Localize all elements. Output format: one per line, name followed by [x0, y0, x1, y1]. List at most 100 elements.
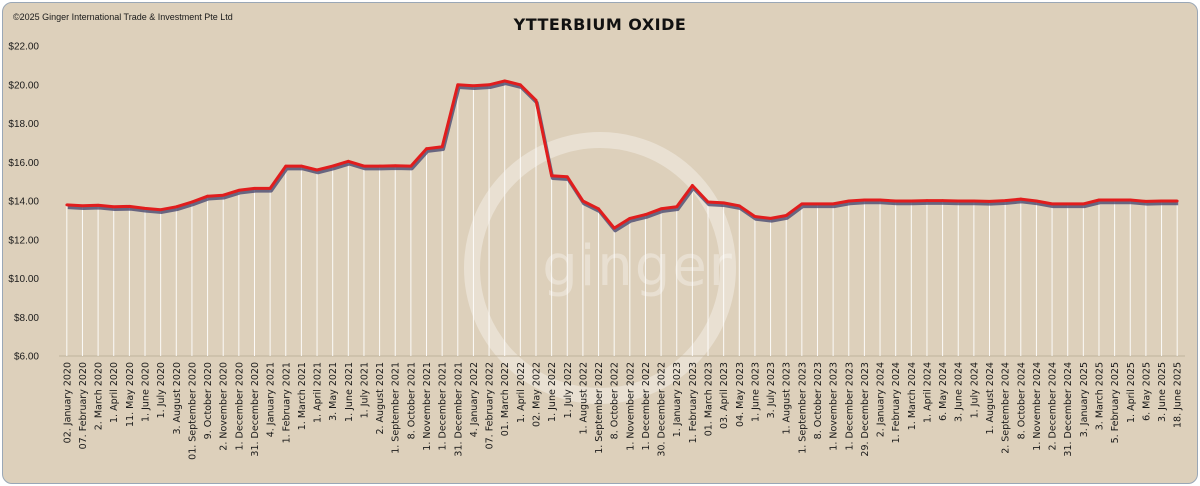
x-tick-label: 1. July 2020 [156, 362, 167, 418]
x-tick-label: 1. April 2021 [313, 362, 324, 423]
data-point [1019, 197, 1023, 201]
data-point [690, 184, 694, 187]
x-tick-label: 1. December 2023 [844, 362, 855, 451]
data-point [253, 187, 256, 190]
data-point [456, 83, 460, 87]
x-tick-label: 1. March 2024 [907, 362, 918, 430]
y-tick-label: $18.00 [8, 119, 39, 130]
data-point [206, 194, 209, 198]
data-point [612, 226, 616, 230]
data-point [268, 187, 272, 190]
x-tick-label: 01. March 2023 [704, 362, 715, 436]
data-point [409, 164, 413, 168]
data-point [878, 198, 882, 202]
x-tick-label: 3. July 2023 [766, 362, 777, 418]
x-tick-label: 1. December 2021 [438, 362, 449, 451]
x-tick-label: 03. April 2023 [719, 362, 730, 429]
y-tick-label: $16.00 [8, 158, 39, 169]
data-point [1113, 198, 1117, 202]
x-tick-label: 1. August 2023 [782, 362, 793, 435]
x-tick-label: 3. March 2025 [1094, 362, 1105, 430]
x-tick-label: 1. November 2024 [1032, 362, 1043, 451]
x-tick-label: 3. January 2025 [1079, 362, 1090, 437]
y-tick-label: $6.00 [14, 352, 39, 363]
data-point [581, 199, 585, 203]
x-tick-label: 8. October 2024 [1016, 362, 1027, 439]
x-tick-label: 31. December 2021 [453, 362, 464, 457]
x-tick-label: 2. August 2021 [375, 362, 386, 435]
data-point [1160, 199, 1163, 203]
data-point [675, 205, 679, 209]
chart-title: YTTERBIUM OXIDE [513, 15, 687, 34]
x-tick-label: 3. June 2025 [1157, 362, 1168, 422]
x-tick-label: 1. August 2024 [985, 362, 996, 435]
data-point [112, 205, 116, 209]
x-tick-label: 1. November 2022 [625, 362, 636, 451]
x-tick-label: 1. April 2022 [516, 362, 527, 423]
data-point [565, 175, 569, 179]
data-point [300, 164, 303, 168]
data-point [784, 214, 788, 217]
data-point [472, 84, 475, 88]
data-point [1003, 199, 1007, 203]
x-tick-label: 3. August 2020 [172, 362, 183, 435]
x-tick-label: 02. May 2022 [531, 362, 542, 427]
x-tick-label: 04. May 2023 [735, 362, 746, 427]
data-point [393, 164, 397, 168]
x-tick-label: 02. January 2020 [62, 362, 73, 443]
x-tick-label: 1. July 2024 [969, 362, 980, 418]
data-point [362, 164, 366, 168]
x-tick-label: 1. April 2024 [922, 362, 933, 423]
data-point [315, 168, 319, 172]
data-point [487, 83, 491, 87]
drop-lines [66, 80, 1178, 356]
data-point [378, 164, 381, 168]
x-tick-label: 3. May 2021 [328, 362, 339, 421]
data-point [988, 199, 991, 203]
x-tick-label: 1. July 2021 [359, 362, 370, 418]
data-point [816, 202, 819, 206]
data-point [659, 207, 663, 211]
data-point [143, 206, 147, 210]
x-tick-label: 1. September 2023 [797, 362, 808, 454]
data-point [1097, 198, 1101, 202]
watermark-ring [464, 132, 736, 404]
line-chart: ginger $6.00 $8.00 $10.00 $12.00 $14.00 $16.0… [8, 42, 1185, 460]
data-point [956, 199, 960, 203]
data-point [96, 203, 100, 207]
series-shadow [67, 81, 1179, 233]
data-point [909, 199, 913, 203]
x-tick-label: 5. February 2025 [1110, 362, 1121, 443]
x-tick-label: 1. November 2023 [829, 362, 840, 451]
series-layer [65, 79, 1179, 233]
data-point [503, 79, 507, 83]
y-tick-label: $10.00 [8, 274, 39, 285]
x-tick-label: 07. February 2020 [78, 362, 89, 449]
x-tick-label: 2. December 2024 [1048, 362, 1059, 451]
data-point [737, 204, 741, 208]
copyright-notice: ©2025 Ginger International Trade & Inves… [13, 12, 233, 22]
x-tick-label: 1. February 2023 [688, 362, 699, 443]
data-point [518, 83, 522, 87]
x-tick-label: 1. December 2022 [641, 362, 652, 451]
data-point [331, 164, 335, 168]
x-tick-label: 1. December 2020 [234, 362, 245, 451]
x-tick-label: 3. June 2024 [954, 362, 965, 422]
x-tick-label: 1. June 2022 [547, 362, 558, 422]
x-tick-label: 8. October 2021 [406, 362, 417, 439]
data-point [1175, 199, 1179, 203]
data-point [1035, 199, 1038, 203]
x-tick-label: 4. January 2021 [266, 362, 277, 437]
x-tick-label: 1. June 2021 [344, 362, 355, 422]
data-point [237, 188, 241, 192]
data-point [722, 201, 726, 205]
x-tick-label: 1. June 2020 [141, 362, 152, 422]
data-point [972, 199, 976, 203]
data-point [1144, 199, 1148, 203]
x-axis: 02. January 2020 07. February 2020 2. Marc… [62, 362, 1183, 460]
x-tick-label: 1. August 2022 [578, 362, 589, 435]
y-tick-label: $20.00 [8, 80, 39, 91]
x-tick-label: 2. November 2020 [219, 362, 230, 451]
data-point [863, 198, 866, 202]
